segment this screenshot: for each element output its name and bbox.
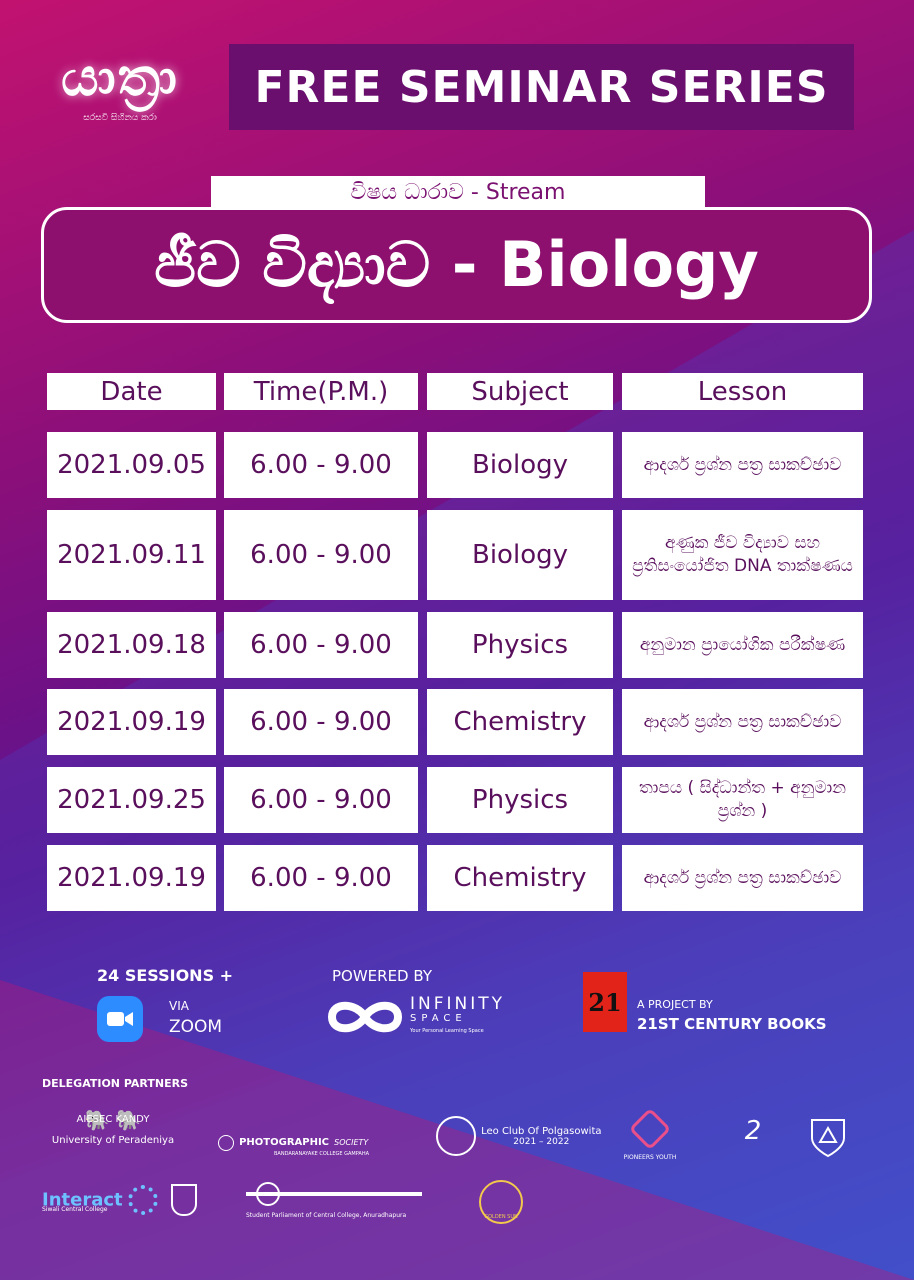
partner-photographic: PHOTOGRAPHIC SOCIETY BANDARANAYAKE COLLE… xyxy=(218,1132,398,1157)
partner-photo-name: PHOTOGRAPHIC xyxy=(239,1137,330,1148)
row-2-time: 6.00 - 9.00 xyxy=(224,510,418,600)
partner-pioneers: PIONEERS YOUTH xyxy=(620,1107,680,1161)
row-4-date: 2021.09.19 xyxy=(47,689,216,755)
row-5-lesson: තාපය ( සිද්ධාන්ත + අනුමාන ප්‍රශ්න ) xyxy=(622,767,863,833)
camera-icon xyxy=(218,1134,234,1151)
golden-sun-icon xyxy=(479,1180,523,1224)
row-3-date: 2021.09.18 xyxy=(47,612,216,678)
row-3-lesson: අනුමාන ප්‍රායෝගික පරීක්ෂණ xyxy=(622,612,863,678)
row-6-subject: Chemistry xyxy=(427,845,613,911)
partner-golden-sun: GOLDEN SUN xyxy=(476,1180,526,1224)
partner-interact-sub: Siwali Central College xyxy=(42,1206,108,1213)
row-5-subject: Physics xyxy=(427,767,613,833)
project-by-label: A PROJECT BY xyxy=(637,998,713,1011)
brand-logo-text: යාත්‍රා xyxy=(61,48,179,108)
row-1-lesson: ආදර්ශ ප්‍රශ්න පත්‍ර සාකච්ඡාව xyxy=(622,432,863,498)
row-3-time: 6.00 - 9.00 xyxy=(224,612,418,678)
row-6-time: 6.00 - 9.00 xyxy=(224,845,418,911)
sessions-count: 24 SESSIONS + xyxy=(97,966,234,985)
brand-logo: යාත්‍රා සරසවි සිහිනය කරා xyxy=(40,48,200,123)
infinity-space: SPACE xyxy=(410,1013,467,1024)
handwritten-logo-icon: 2 xyxy=(744,1116,762,1146)
row-5-time: 6.00 - 9.00 xyxy=(224,767,418,833)
row-6-date: 2021.09.19 xyxy=(47,845,216,911)
leo-emblem-icon xyxy=(436,1116,476,1156)
partners-heading: DELEGATION PARTNERS xyxy=(42,1077,188,1090)
infinity-logo-icon xyxy=(327,1001,403,1033)
via-label: VIA xyxy=(169,999,189,1013)
college-crest-icon xyxy=(170,1184,197,1216)
row-6-lesson: ආදර්ශ ප්‍රශ්න පත්‍ර සාකච්ඡාව xyxy=(622,845,863,911)
shield-icon xyxy=(811,1119,845,1158)
row-1-subject: Biology xyxy=(427,432,613,498)
row-4-time: 6.00 - 9.00 xyxy=(224,689,418,755)
header-lesson: Lesson xyxy=(622,373,863,410)
partner-photo-society: SOCIETY xyxy=(334,1138,369,1147)
infinity-tagline: Your Personal Learning Space xyxy=(410,1028,484,1034)
partner-pioneers-name: PIONEERS YOUTH xyxy=(623,1154,677,1161)
banner-title: FREE SEMINAR SERIES xyxy=(254,61,829,113)
header-subject: Subject xyxy=(427,373,613,410)
partner-aiesec-name: AIESEC KANDY xyxy=(76,1114,150,1125)
mace-head-icon xyxy=(256,1182,280,1206)
partner-golden-sun-name: GOLDEN SUN xyxy=(484,1214,518,1220)
rotary-wheel-icon xyxy=(127,1185,158,1215)
powered-by-label: POWERED BY xyxy=(332,967,433,985)
elephant-icon: 🐘 🐘 xyxy=(84,1108,142,1132)
c21-logo: 21 xyxy=(583,972,627,1032)
partner-parliament-name: Student Parliament of Central College, A… xyxy=(246,1212,407,1219)
partner-photo-sub: BANDARANAYAKE COLLEGE GAMPAHA xyxy=(274,1151,370,1157)
row-1-time: 6.00 - 9.00 xyxy=(224,432,418,498)
partner-leo: Leo Club Of Polgasowita 2021 – 2022 xyxy=(436,1116,606,1156)
zoom-icon xyxy=(97,996,143,1042)
project-name: 21ST CENTURY BOOKS xyxy=(637,1015,827,1033)
pioneers-knot-icon xyxy=(628,1107,672,1151)
row-1-date: 2021.09.05 xyxy=(47,432,216,498)
partner-leo-name: Leo Club Of Polgasowita xyxy=(481,1125,602,1137)
row-4-subject: Chemistry xyxy=(427,689,613,755)
partner-aiesec: 🐘 🐘 AIESEC KANDY University of Peradeniy… xyxy=(42,1110,184,1146)
partner-2k-logo: 2 xyxy=(733,1116,773,1160)
infinity-name: INFINITY xyxy=(410,994,506,1014)
zoom-label: ZOOM xyxy=(169,1017,223,1037)
partner-shield xyxy=(808,1116,848,1160)
partner-leo-years: 2021 – 2022 xyxy=(513,1136,570,1147)
title-banner: FREE SEMINAR SERIES xyxy=(229,44,854,130)
brand-tagline: සරසවි සිහිනය කරා xyxy=(83,113,157,123)
row-2-lesson: අණුක ජීව විද්‍යාව සහ ප්‍රතිසංයෝජිත DNA ත… xyxy=(622,510,863,600)
stream-label: විෂය ධාරාව - Stream xyxy=(211,176,705,208)
header-date: Date xyxy=(47,373,216,410)
partner-interact-name: Interact xyxy=(42,1189,123,1211)
stream-title-box: ජීව විද්‍යාව - Biology xyxy=(41,207,872,323)
row-2-date: 2021.09.11 xyxy=(47,510,216,600)
row-5-date: 2021.09.25 xyxy=(47,767,216,833)
header-time: Time(P.M.) xyxy=(224,373,418,410)
stream-title: ජීව විද්‍යාව - Biology xyxy=(154,228,759,301)
partner-interact: Interact Siwali Central College xyxy=(42,1184,212,1216)
row-3-subject: Physics xyxy=(427,612,613,678)
partner-aiesec-sub: University of Peradeniya xyxy=(51,1135,175,1146)
row-4-lesson: ආදර්ශ ප්‍රශ්න පත්‍ර සාකච්ඡාව xyxy=(622,689,863,755)
partner-parliament: Student Parliament of Central College, A… xyxy=(246,1180,446,1219)
mace-icon xyxy=(246,1182,422,1212)
row-2-subject: Biology xyxy=(427,510,613,600)
